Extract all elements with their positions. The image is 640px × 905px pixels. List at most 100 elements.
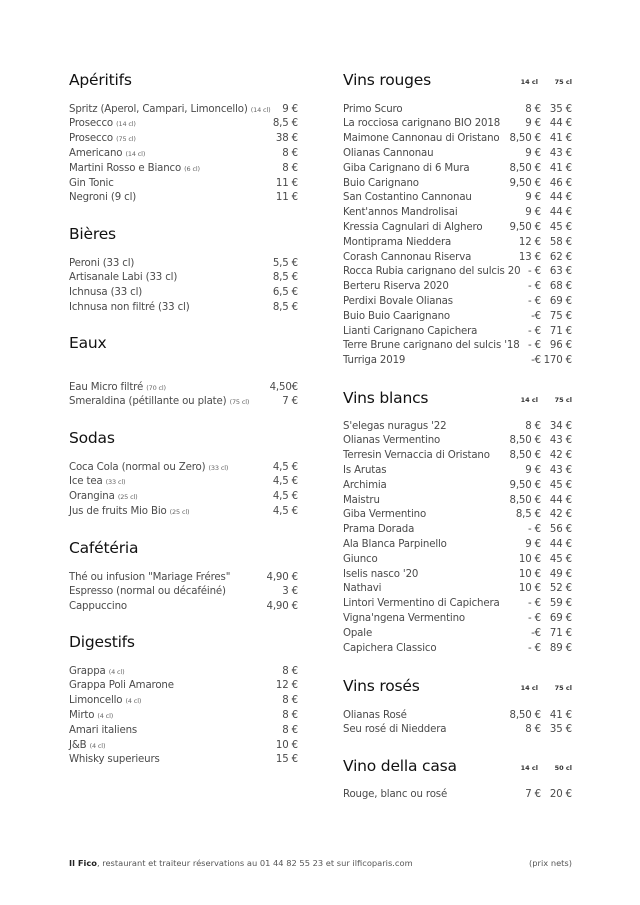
item-name: Jus de fruits Mio Bio (69, 506, 167, 517)
footer-brand: Il Fico (69, 858, 97, 868)
item-size: (75 cl) (116, 135, 136, 144)
wine-item: Lianti Carignano Capichera - € 71 € (343, 325, 572, 340)
wine-item: San Costantino Cannonau 9 € 44 € (343, 191, 572, 206)
wine-item: Terre Brune carignano del sulcis '18 - € 9… (343, 339, 572, 354)
glass-price: 8,50 € (509, 435, 541, 447)
column-header-small: 14 cl (520, 764, 538, 772)
wine-item: Prama Dorada - € 56 € (343, 523, 572, 538)
item-size: (4 cl) (108, 667, 125, 676)
menu-item: Cappuccino 4,90 € (69, 600, 298, 615)
item-name: Grappa Poli Amarone (69, 680, 174, 692)
bottle-price: 52 € (549, 583, 572, 595)
menu-item: Eau Micro filtré (70 cl) 4,50€ (69, 381, 298, 396)
wine-item: Buio Buio Caarignano -€ 75 € (343, 310, 572, 325)
item-name: Thé ou infusion "Mariage Fréres" (69, 571, 231, 583)
bottle-price: 44 € (549, 539, 572, 550)
wine-item: Berteru Riserva 2020 - € 68 € (343, 280, 572, 295)
menu-item: Negroni (9 cl) 11 € (69, 191, 298, 206)
glass-price: 8,50 € (509, 162, 541, 174)
bottle-price: 89 € (549, 642, 572, 654)
item-price: 8 € (282, 724, 298, 736)
section-title: Vins rouges (343, 71, 431, 89)
wine-name: Berteru Riserva 2020 (343, 281, 449, 293)
bottle-price: 44 € (549, 118, 572, 130)
item-price: 8,5 € (272, 118, 298, 130)
item-price: 8 € (282, 695, 298, 707)
wine-item: Kressia Cagnulari di Alghero 9,50 € 45 € (343, 221, 572, 236)
bottle-price: 170 € (543, 355, 573, 367)
item-price: 3 € (282, 586, 298, 598)
footer-text: , restaurant et traiteur réservations au… (96, 858, 413, 868)
bottle-price: 42 € (549, 509, 572, 521)
bottle-price: 44 € (549, 207, 572, 219)
item-name: Ichnusa non filtré (33 cl) (69, 302, 190, 313)
item-name: Gin Tonic (69, 177, 114, 189)
wine-name: Nathavi (343, 583, 382, 595)
wine-name: Olianas Cannonau (343, 148, 434, 159)
wine-item: Giunco 10 € 45 € (343, 553, 572, 568)
wine-item: Maistru 8,50 € 44 € (343, 494, 572, 509)
section-title: Cafétéria (69, 539, 139, 557)
footer: Il Fico, restaurant et traiteur réservat… (69, 856, 572, 870)
wine-name: Lianti Carignano Capichera (343, 325, 478, 337)
column-header-small: 14 cl (520, 396, 538, 404)
item-size: (14 cl) (125, 150, 146, 158)
wine-item: Giba Carignano di 6 Mura 8,50 € 41 € (343, 162, 572, 177)
glass-price: 9 € (525, 148, 541, 159)
item-price: 4,90 € (266, 571, 298, 583)
menu-item: Jus de fruits Mio Bio (25 cl) 4,5 € (69, 505, 298, 520)
wine-item: Rouge, blanc ou rosé 7 € 20 € (343, 788, 572, 803)
bottle-price: 59 € (549, 598, 572, 610)
glass-price: - € (528, 266, 541, 278)
glass-price: 9,50 € (509, 479, 541, 491)
bottle-price: 75 € (549, 310, 572, 322)
wine-name: Kent'annos Mandrolisai (343, 207, 458, 219)
item-size: (14 cl) (116, 120, 136, 129)
item-price: 8 € (282, 162, 298, 174)
wine-item: Vigna'ngena Vermentino - € 69 € (343, 612, 572, 627)
bottle-price: 62 € (549, 251, 572, 263)
item-price: 6,5 € (272, 287, 298, 299)
menu-item: Prosecco (14 cl) 8,5 € (69, 117, 298, 132)
glass-price: 10 € (518, 583, 541, 595)
bottle-price: 96 € (549, 340, 572, 352)
item-price: 7 € (282, 396, 298, 408)
item-name: Prosecco (69, 118, 113, 130)
item-size: (14 cl) (250, 105, 271, 114)
column-header-bottle: 75 cl (554, 78, 572, 86)
wine-item: Montiprama Nieddera 12 € 58 € (343, 236, 572, 251)
item-name: Eau Micro filtré (69, 381, 144, 393)
wine-item: Opale -€ 71 € (343, 627, 572, 642)
menu-item: Spritz (Aperol, Campari, Limoncello) (14… (69, 103, 298, 118)
bottle-price: 58 € (549, 236, 572, 248)
bottle-price: 41 € (549, 162, 572, 174)
glass-price: - € (528, 642, 541, 654)
glass-price: -€ (531, 310, 541, 322)
wine-item: La rocciosa carignano BIO 2018 9 € 44 € (343, 117, 572, 132)
glass-price: 9 € (525, 465, 541, 476)
wine-name: Turriga 2019 (343, 355, 406, 367)
section-title: Vins blancs (343, 389, 429, 407)
menu-item: Peroni (33 cl) 5,5 € (69, 257, 298, 272)
wine-item: Nathavi 10 € 52 € (343, 582, 572, 597)
item-name: Peroni (33 cl) (69, 257, 135, 269)
item-name: Negroni (9 cl) (69, 192, 137, 204)
item-name: Grappa (69, 665, 106, 677)
glass-price: - € (528, 296, 541, 307)
glass-price: - € (528, 281, 541, 293)
bottle-price: 45 € (549, 553, 572, 565)
item-price: 8,5 € (272, 272, 298, 284)
glass-price: - € (528, 613, 541, 624)
glass-price: 9 € (525, 118, 541, 130)
item-price: 8 € (282, 710, 298, 721)
item-size: (25 cl) (117, 493, 138, 502)
item-price: 8,5 € (272, 302, 298, 313)
menu-item: Ice tea (33 cl) 4,5 € (69, 475, 298, 490)
menu-item: Espresso (normal ou décaféiné) 3 € (69, 585, 298, 600)
wine-name: Archimia (343, 479, 387, 491)
wine-name: La rocciosa carignano BIO 2018 (343, 118, 501, 130)
glass-price: 9,50 € (509, 222, 541, 233)
glass-price: - € (528, 598, 541, 610)
wine-item: Buio Carignano 9,50 € 46 € (343, 177, 572, 192)
wine-name: Vigna'ngena Vermentino (343, 613, 465, 624)
